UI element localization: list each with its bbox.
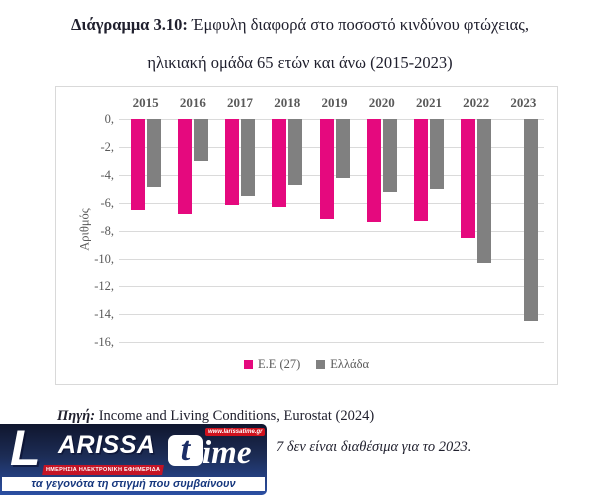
logo-ribbon: ΗΜΕΡΗΣΙΑ ΗΛΕΚΤΡΟΝΙΚΗ ΕΦΗΜΕΡΙΔΑ xyxy=(42,465,164,475)
gridline xyxy=(119,286,544,288)
bar-eu27-2022 xyxy=(461,119,476,238)
bar-greece-2018 xyxy=(288,119,303,185)
note-visible-fragment: 7 δεν είναι διαθέσιμα για το 2023. xyxy=(276,439,472,455)
y-tick-label: -14, xyxy=(94,307,114,322)
y-tick-label: -10, xyxy=(94,251,114,266)
bar-greece-2023 xyxy=(524,119,539,322)
legend-item: Ελλάδα xyxy=(316,357,369,372)
gridline xyxy=(119,314,544,316)
legend-label: Ε.Ε (27) xyxy=(257,357,301,371)
bar-eu27-2017 xyxy=(225,119,240,206)
y-tick-label: -12, xyxy=(94,279,114,294)
logo-tagline-strip: τα γεγονότα τη στιγμή που συμβαίνουν xyxy=(2,477,265,491)
source-line: Πηγή: Income and Living Conditions, Euro… xyxy=(57,408,374,425)
bar-greece-2019 xyxy=(335,119,350,178)
chart-title-line2: ηλικιακή ομάδα 65 ετών και άνω (2015-202… xyxy=(147,53,453,72)
y-tick-label: -2, xyxy=(100,139,114,154)
bar-greece-2021 xyxy=(429,119,444,189)
bar-greece-2017 xyxy=(241,119,256,196)
bar-eu27-2021 xyxy=(413,119,428,221)
larissatime-watermark-logo: L ARISSA t ime www.larissatime.gr ΗΜΕΡΗΣ… xyxy=(0,420,267,495)
year-label: 2021 xyxy=(415,95,442,110)
chart-title-line1: Διάγραμμα 3.10: Έμφυλη διαφορά στο ποσοσ… xyxy=(0,6,600,44)
chart-title-number: Διάγραμμα 3.10: xyxy=(71,15,188,34)
logo-letter-l: L xyxy=(10,420,41,476)
year-label: 2023 xyxy=(510,95,537,110)
y-tick-label: -16, xyxy=(94,335,114,350)
year-label: 2019 xyxy=(321,95,348,110)
chart-title-text: Έμφυλη διαφορά στο ποσοστό κινδύνου φτώχ… xyxy=(187,15,529,34)
legend: Ε.Ε (27) Ελλάδα xyxy=(56,357,557,372)
bar-eu27-2016 xyxy=(177,119,192,214)
year-label: 2018 xyxy=(274,95,301,110)
year-label: 2017 xyxy=(227,95,254,110)
y-tick-label: -8, xyxy=(100,223,114,238)
logo-text-ime: ime xyxy=(202,435,252,471)
chart-title: Διάγραμμα 3.10: Έμφυλη διαφορά στο ποσοσ… xyxy=(0,6,600,82)
source-text: Income and Living Conditions, Eurostat (… xyxy=(95,408,375,424)
logo-text-arissa: ARISSA xyxy=(58,431,156,459)
bar-greece-2016 xyxy=(193,119,208,161)
bar-eu27-2018 xyxy=(272,119,287,207)
gridline xyxy=(119,258,544,260)
bar-eu27-2019 xyxy=(319,119,334,220)
logo-website-url: www.larissatime.gr xyxy=(205,428,266,436)
year-label: 2015 xyxy=(132,95,159,110)
logo-tagline-text: τα γεγονότα τη στιγμή που συμβαίνουν xyxy=(31,478,236,490)
gridline xyxy=(119,230,544,232)
legend-item: Ε.Ε (27) xyxy=(243,357,301,372)
bar-greece-2020 xyxy=(382,119,397,192)
y-tick-label: -4, xyxy=(100,167,114,182)
year-label: 2022 xyxy=(463,95,490,110)
chart-plot-area: Αριθμός 0, -2, -4, -6, -8, -10, -12, -14, -16, 2… xyxy=(55,86,558,385)
bar-greece-2015 xyxy=(146,119,161,188)
bar-eu27-2020 xyxy=(366,119,381,223)
logo-letter-t: t xyxy=(180,431,191,468)
legend-swatch-icon xyxy=(316,360,326,369)
legend-swatch-icon xyxy=(243,360,253,369)
year-label: 2020 xyxy=(368,95,395,110)
bar-eu27-2015 xyxy=(130,119,145,210)
logo-t-badge-icon: t xyxy=(168,433,203,467)
y-tick-label: 0, xyxy=(104,112,114,126)
logo-ribbon-text: ΗΜΕΡΗΣΙΑ ΗΛΕΚΤΡΟΝΙΚΗ ΕΦΗΜΕΡΙΔΑ xyxy=(45,467,161,473)
source-prefix: Πηγή: xyxy=(57,408,96,424)
gridline xyxy=(119,342,544,344)
legend-label: Ελλάδα xyxy=(330,357,370,371)
year-label: 2016 xyxy=(179,95,206,110)
y-tick-label: -6, xyxy=(100,195,114,210)
bar-greece-2022 xyxy=(477,119,492,263)
